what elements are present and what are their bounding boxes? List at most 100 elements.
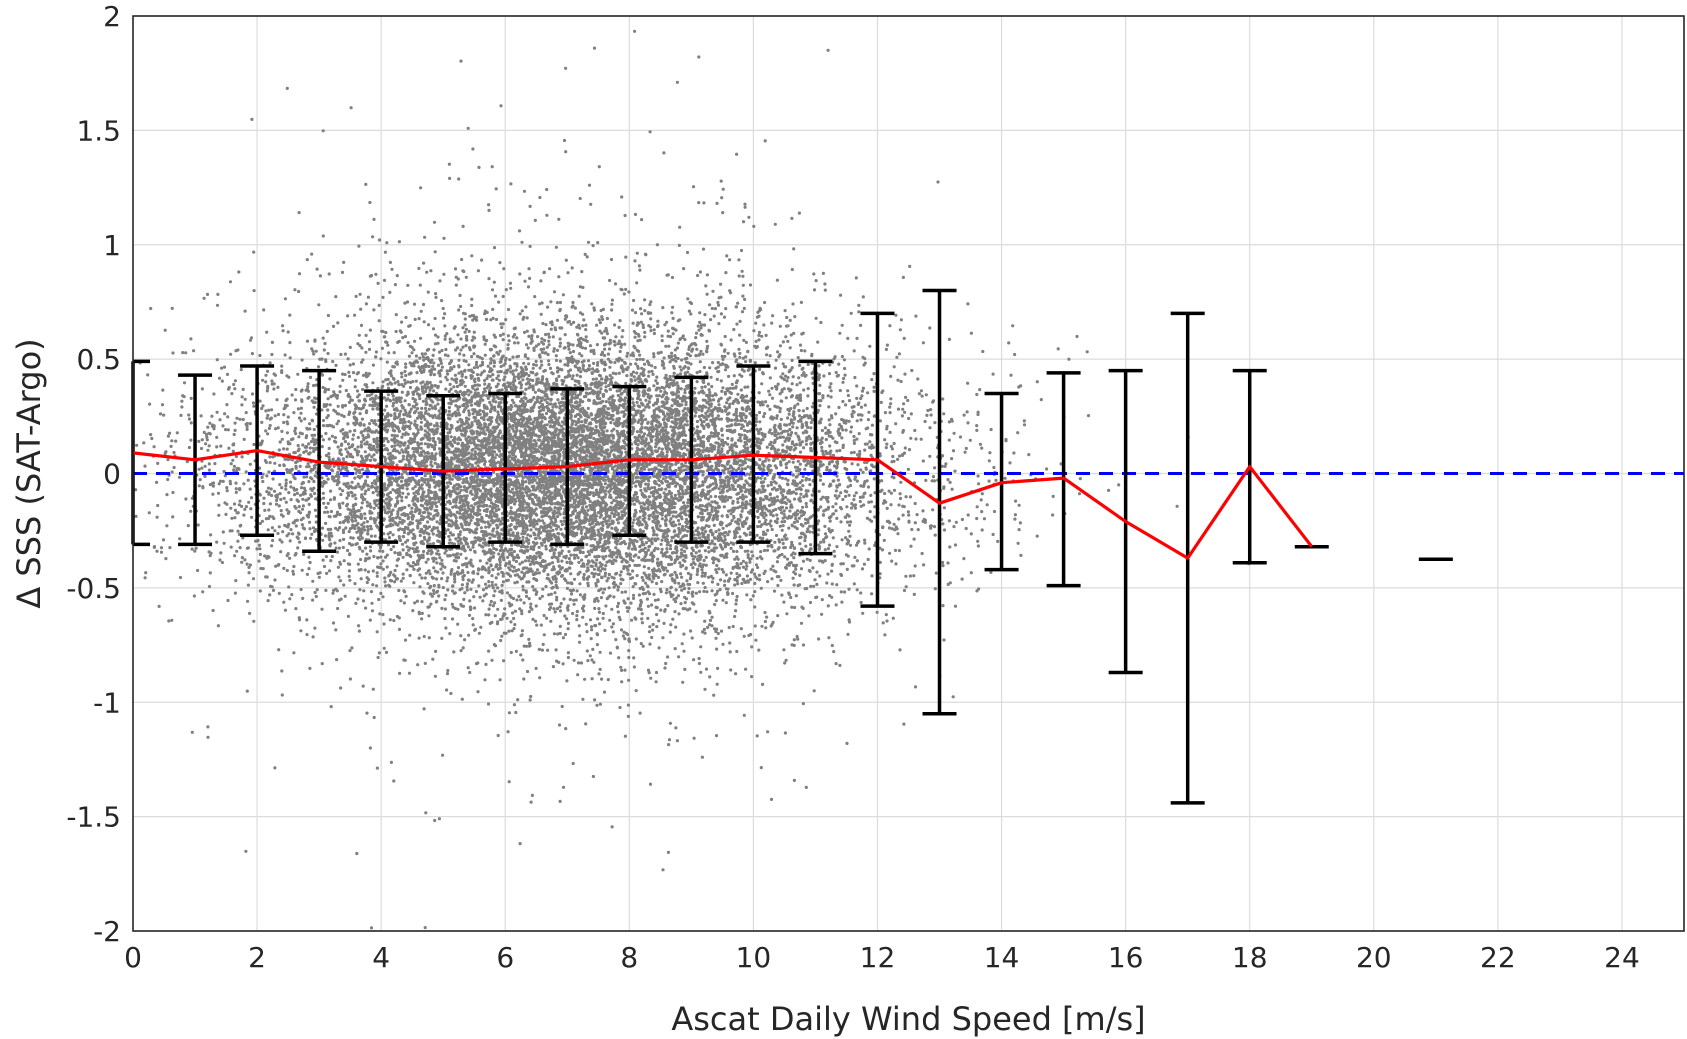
scatter-point bbox=[300, 358, 304, 362]
scatter-point bbox=[512, 549, 516, 554]
scatter-point bbox=[618, 573, 622, 577]
scatter-point bbox=[351, 433, 356, 437]
scatter-point bbox=[828, 444, 832, 448]
scatter-point bbox=[715, 201, 719, 205]
scatter-point bbox=[674, 573, 679, 577]
scatter-point bbox=[412, 581, 416, 585]
scatter-point bbox=[557, 275, 561, 279]
scatter-point bbox=[736, 500, 740, 504]
scatter-point bbox=[300, 523, 304, 527]
scatter-point bbox=[339, 597, 343, 601]
scatter-point bbox=[237, 503, 241, 507]
scatter-point bbox=[477, 165, 481, 169]
scatter-point bbox=[581, 324, 585, 328]
scatter-point bbox=[848, 523, 852, 527]
scatter-point bbox=[654, 670, 659, 675]
scatter-point bbox=[817, 519, 821, 523]
scatter-point bbox=[400, 375, 404, 379]
scatter-point bbox=[828, 363, 832, 367]
scatter-point bbox=[832, 650, 836, 654]
scatter-point bbox=[567, 549, 571, 554]
scatter-point bbox=[387, 574, 391, 578]
scatter-point bbox=[377, 319, 381, 323]
scatter-point bbox=[633, 435, 637, 439]
scatter-point bbox=[520, 309, 524, 313]
scatter-point bbox=[158, 412, 163, 416]
scatter-point bbox=[539, 473, 543, 477]
scatter-point bbox=[820, 428, 825, 433]
scatter-point bbox=[443, 598, 447, 602]
scatter-point bbox=[336, 606, 340, 611]
scatter-point bbox=[817, 364, 821, 368]
scatter-point bbox=[341, 489, 345, 493]
scatter-point bbox=[744, 495, 748, 499]
scatter-point bbox=[897, 549, 902, 553]
scatter-point bbox=[578, 634, 582, 638]
scatter-point bbox=[287, 522, 291, 527]
scatter-point bbox=[453, 267, 458, 271]
scatter-point bbox=[506, 549, 510, 554]
scatter-point bbox=[301, 481, 305, 485]
scatter-point bbox=[406, 444, 410, 448]
scatter-point bbox=[670, 539, 674, 543]
scatter-point bbox=[597, 165, 601, 169]
scatter-point bbox=[655, 243, 660, 247]
scatter-point bbox=[400, 435, 404, 439]
scatter-point bbox=[633, 29, 637, 33]
scatter-point bbox=[585, 630, 589, 634]
scatter-point bbox=[578, 326, 582, 330]
scatter-point bbox=[892, 522, 896, 526]
scatter-point bbox=[792, 247, 796, 251]
scatter-point bbox=[469, 587, 473, 591]
scatter-point bbox=[287, 585, 291, 589]
scatter-point bbox=[411, 487, 415, 491]
scatter-point bbox=[149, 306, 153, 311]
scatter-point bbox=[476, 269, 480, 273]
scatter-point bbox=[453, 580, 457, 584]
scatter-point bbox=[509, 490, 513, 494]
scatter-point bbox=[498, 333, 503, 338]
scatter-point bbox=[501, 322, 505, 326]
scatter-point bbox=[208, 483, 212, 487]
scatter-point bbox=[432, 475, 437, 479]
scatter-point bbox=[542, 633, 546, 637]
scatter-point bbox=[798, 343, 803, 347]
scatter-point bbox=[717, 322, 721, 326]
scatter-point bbox=[308, 527, 312, 531]
scatter-point bbox=[369, 516, 373, 521]
scatter-point bbox=[391, 401, 396, 405]
scatter-point bbox=[987, 459, 991, 463]
scatter-point bbox=[284, 500, 288, 504]
scatter-point bbox=[539, 623, 543, 627]
scatter-point bbox=[564, 727, 568, 731]
scatter-point bbox=[291, 569, 295, 573]
scatter-point bbox=[892, 488, 897, 492]
scatter-point bbox=[770, 577, 774, 581]
scatter-point bbox=[723, 354, 727, 358]
scatter-point bbox=[698, 311, 702, 315]
scatter-point bbox=[803, 539, 807, 543]
scatter-point bbox=[366, 426, 371, 430]
scatter-point bbox=[681, 335, 685, 340]
scatter-point bbox=[701, 247, 706, 251]
scatter-point bbox=[438, 279, 442, 283]
scatter-point bbox=[343, 440, 347, 444]
scatter-point bbox=[172, 450, 176, 455]
scatter-point bbox=[794, 492, 798, 496]
scatter-point bbox=[465, 334, 469, 339]
scatter-point bbox=[914, 437, 918, 441]
scatter-point bbox=[1039, 398, 1043, 402]
scatter-point bbox=[450, 602, 454, 606]
scatter-point bbox=[434, 452, 438, 456]
scatter-point bbox=[348, 649, 352, 653]
scatter-point bbox=[740, 509, 744, 513]
scatter-point bbox=[920, 394, 924, 398]
scatter-point bbox=[353, 378, 357, 382]
scatter-point bbox=[1013, 517, 1017, 521]
scatter-point bbox=[273, 529, 277, 533]
scatter-point bbox=[321, 438, 325, 442]
scatter-point bbox=[753, 605, 757, 609]
scatter-point bbox=[790, 490, 794, 495]
scatter-point bbox=[461, 224, 465, 228]
scatter-point bbox=[617, 371, 621, 375]
